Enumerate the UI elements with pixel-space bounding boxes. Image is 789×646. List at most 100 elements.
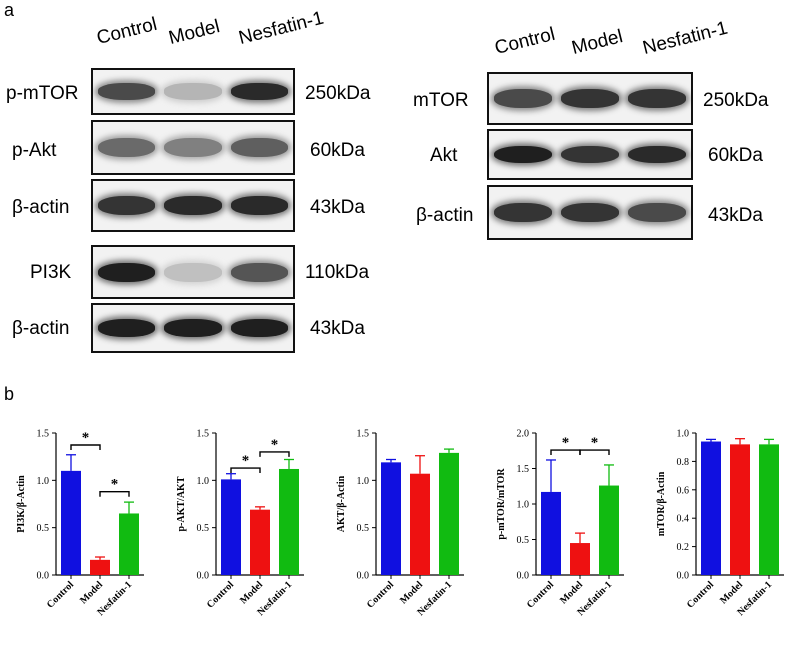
bar: [570, 543, 590, 575]
y-tick-label: 0.4: [677, 514, 690, 525]
significance-star: *: [591, 435, 599, 451]
blot-row-label: β-actin: [12, 197, 70, 218]
y-tick-label: 1.5: [37, 429, 50, 440]
bar: [61, 470, 81, 575]
significance-star: *: [562, 435, 570, 451]
blot-band: [231, 319, 289, 337]
blot-band: [97, 196, 155, 215]
blot-kda-label: 250kDa: [305, 83, 371, 104]
y-tick-label: 0.5: [197, 523, 210, 534]
blot-band: [164, 83, 222, 100]
blot-kda-label: 60kDa: [310, 140, 365, 161]
x-tick-label: Model: [78, 579, 105, 606]
significance-star: *: [242, 453, 250, 469]
bar-chart-mtor-beta-actin: 0.0 0.2 0.4 0.6 0.8 1.0 mTOR/β-Actin Control Mod…: [656, 429, 784, 618]
bar: [410, 473, 430, 575]
x-tick-label: Control: [205, 579, 236, 610]
bar: [221, 479, 241, 575]
y-tick-label: 1.0: [37, 476, 50, 487]
significance-bracket: [259, 451, 290, 457]
y-tick-label: 0.0: [677, 571, 690, 582]
blot-row-label: β-actin: [416, 205, 474, 226]
y-tick-label: 0.5: [37, 523, 50, 534]
panel-a-label: a: [4, 0, 15, 20]
lane-label-control-right: Control: [492, 23, 558, 60]
lane-label-model-left: Model: [166, 16, 222, 50]
blot-strip-beta-actin: [487, 185, 693, 240]
blot-strip-beta-actin: [91, 303, 295, 353]
blot-strip-beta-actin: [91, 179, 295, 232]
bar: [90, 559, 110, 575]
significance-bracket: [230, 467, 261, 474]
y-tick-label: 0.0: [357, 571, 370, 582]
significance-bracket: [99, 490, 130, 497]
blot-strip-mtor: [487, 72, 693, 125]
blot-band: [97, 262, 155, 282]
y-tick-label: 0.8: [677, 457, 690, 468]
y-tick-label: 1.0: [197, 476, 210, 487]
blot-strip-p-akt: [91, 120, 295, 175]
blot-row-label: β-actin: [12, 318, 70, 339]
blot-row-label: mTOR: [413, 90, 469, 111]
y-axis-label: AKT/β-Actin: [336, 475, 347, 532]
bar: [439, 452, 459, 575]
y-tick-label: 0.0: [517, 571, 530, 582]
blot-band: [231, 83, 289, 100]
blot-band: [628, 145, 687, 164]
blot-band: [561, 145, 619, 164]
blot-kda-label: 110kDa: [305, 262, 370, 283]
significance-bracket: [70, 444, 101, 450]
blot-band: [231, 262, 289, 282]
blot-band: [561, 202, 619, 223]
y-tick-label: 1.5: [517, 464, 530, 475]
y-axis-label: mTOR/β-Actin: [656, 471, 667, 536]
blot-band: [97, 137, 155, 158]
lane-label-nesfatin-right: Nesfatin-1: [640, 17, 730, 60]
bar: [381, 462, 401, 575]
significance-star: *: [271, 437, 279, 453]
blot-band: [164, 196, 222, 215]
bar: [119, 513, 139, 575]
significance-bracket: [579, 449, 610, 456]
y-axis-label: PI3K/β-Actin: [16, 475, 27, 533]
y-tick-label: 1.0: [677, 429, 690, 440]
y-tick-label: 0.0: [197, 571, 210, 582]
x-tick-label: Model: [558, 579, 585, 606]
panel-b-label: b: [4, 384, 15, 404]
x-tick-label: Control: [45, 579, 76, 610]
y-tick-label: 1.0: [357, 476, 370, 487]
blot-band: [628, 202, 687, 223]
blot-band: [97, 83, 155, 100]
x-tick-label: Control: [685, 579, 716, 610]
bar: [250, 509, 270, 575]
significance-star: *: [111, 477, 119, 493]
bar: [759, 444, 779, 575]
y-tick-label: 0.5: [357, 523, 370, 534]
blot-kda-label: 60kDa: [708, 145, 763, 166]
x-tick-label: Model: [398, 579, 425, 606]
blot-strip-akt: [487, 129, 693, 180]
blot-kda-label: 250kDa: [703, 90, 769, 111]
blot-band: [164, 137, 222, 158]
blot-band: [561, 89, 619, 108]
y-tick-label: 1.5: [197, 429, 210, 440]
x-tick-label: Control: [365, 579, 396, 610]
significance-star: *: [82, 430, 90, 446]
y-tick-label: 0.5: [517, 535, 530, 546]
blot-strip-pi3k: [91, 245, 295, 299]
blot-kda-label: 43kDa: [708, 205, 763, 226]
blot-row-label: Akt: [430, 145, 458, 166]
blot-band: [493, 145, 552, 164]
blot-band: [164, 262, 222, 282]
lane-label-model-right: Model: [569, 26, 625, 60]
lane-label-nesfatin-left: Nesfatin-1: [236, 7, 326, 50]
blot-band: [493, 202, 552, 223]
y-tick-label: 0.6: [677, 485, 690, 496]
blot-band: [231, 137, 289, 158]
blot-band: [97, 319, 155, 337]
blot-row-label: p-Akt: [12, 140, 57, 161]
blot-band: [164, 319, 222, 337]
